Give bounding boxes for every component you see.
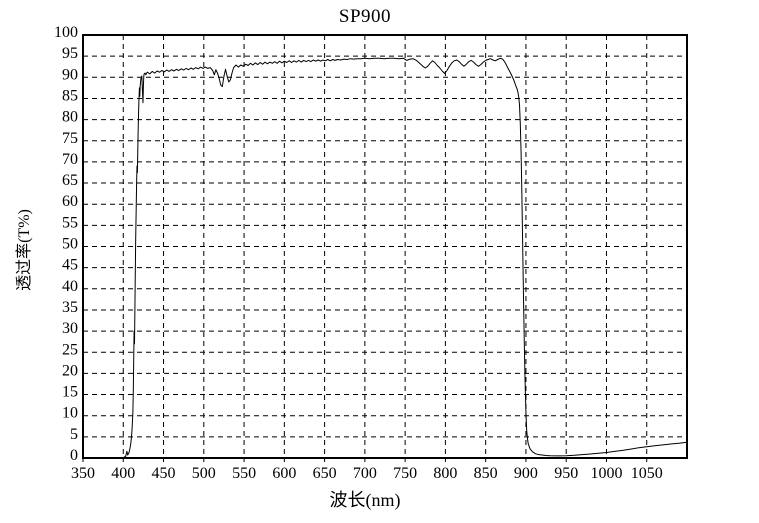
x-tick-label: 950 bbox=[554, 465, 578, 482]
x-tick-label: 450 bbox=[152, 465, 176, 482]
plot-border bbox=[82, 34, 688, 459]
x-tick-label: 400 bbox=[111, 465, 135, 482]
y-tick-label: 30 bbox=[62, 320, 78, 337]
y-tick-label: 80 bbox=[62, 109, 78, 126]
x-tick-label: 900 bbox=[514, 465, 538, 482]
y-tick-label: 50 bbox=[62, 236, 78, 253]
chart-title: SP900 bbox=[338, 6, 392, 27]
y-tick-label: 90 bbox=[62, 66, 78, 83]
x-tick-label: 650 bbox=[313, 465, 337, 482]
x-tick-label: 550 bbox=[232, 465, 256, 482]
x-tick-label: 1050 bbox=[631, 465, 663, 482]
y-tick-label: 35 bbox=[62, 299, 78, 316]
transmittance-curve bbox=[83, 57, 688, 459]
x-tick-label: 500 bbox=[192, 465, 216, 482]
x-tick-label: 850 bbox=[474, 465, 498, 482]
x-tick-label: 700 bbox=[353, 465, 377, 482]
y-tick-label: 10 bbox=[62, 405, 78, 422]
y-tick-label: 75 bbox=[62, 130, 78, 147]
y-tick-label: 100 bbox=[54, 24, 78, 41]
y-tick-label: 55 bbox=[62, 214, 78, 231]
x-tick-label: 350 bbox=[71, 465, 95, 482]
y-tick-label: 85 bbox=[62, 87, 78, 104]
x-tick-label: 1000 bbox=[590, 465, 622, 482]
y-tick-label: 65 bbox=[62, 172, 78, 189]
y-tick-label: 45 bbox=[62, 257, 78, 274]
y-tick-label: 95 bbox=[62, 45, 78, 62]
y-tick-label: 5 bbox=[70, 426, 78, 443]
x-tick-label: 750 bbox=[393, 465, 417, 482]
y-tick-label: 70 bbox=[62, 151, 78, 168]
y-tick-label: 15 bbox=[62, 384, 78, 401]
y-tick-label: 0 bbox=[70, 447, 78, 464]
y-tick-label: 20 bbox=[62, 362, 78, 379]
x-tick-label: 600 bbox=[272, 465, 296, 482]
y-tick-label: 40 bbox=[62, 278, 78, 295]
x-tick-label: 800 bbox=[433, 465, 457, 482]
x-axis-title: 波长(nm) bbox=[329, 490, 401, 510]
y-tick-label: 60 bbox=[62, 193, 78, 210]
y-tick-label: 25 bbox=[62, 341, 78, 358]
